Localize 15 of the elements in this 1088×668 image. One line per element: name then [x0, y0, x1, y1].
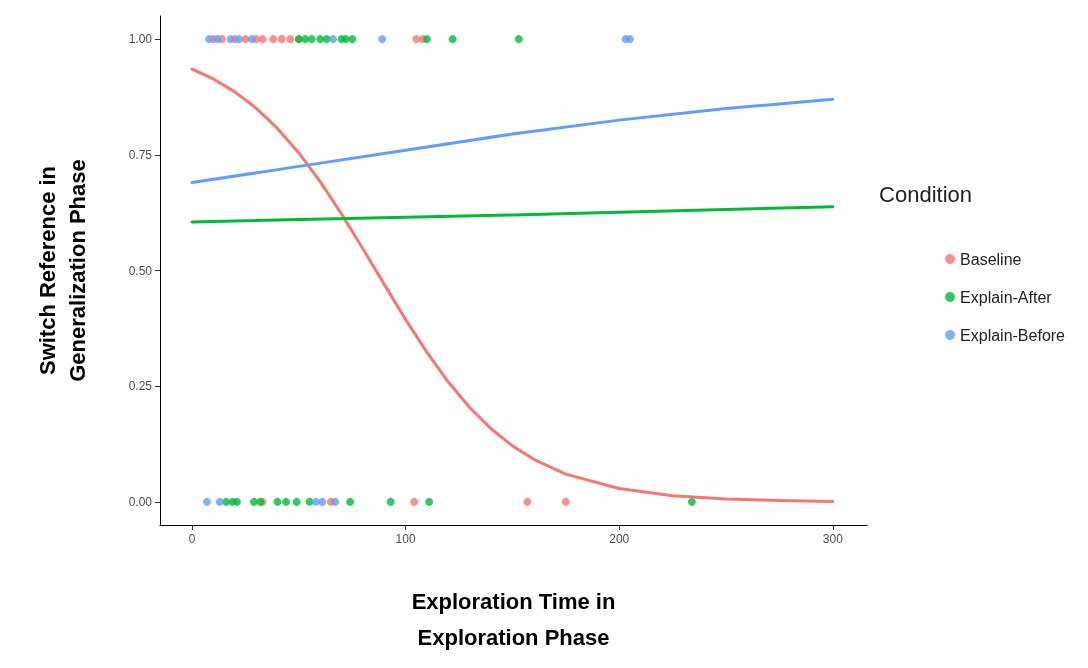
y-tick-label: 0.75	[128, 147, 153, 162]
legend-label: Explain-Before	[960, 326, 1066, 344]
x-tick-label: 0	[188, 532, 196, 546]
x-axis-title: Exploration Time in Exploration Phase	[411, 588, 616, 650]
legend-label: Explain-After	[960, 288, 1053, 306]
y-tick-label: 1.00	[128, 32, 153, 47]
x-tick-label: 200	[609, 532, 630, 546]
y-tick-label: 0.25	[128, 379, 153, 394]
y-tick-label: 0.50	[128, 263, 153, 278]
y-tick-label: 0.00	[128, 494, 153, 509]
legend-title: Condition	[879, 181, 972, 207]
x-tick-label: 100	[395, 532, 416, 546]
legend-label: Baseline	[960, 250, 1022, 268]
y-axis-title: Switch Reference in Generalization Phase	[34, 159, 90, 382]
x-tick-label: 300	[822, 532, 844, 546]
